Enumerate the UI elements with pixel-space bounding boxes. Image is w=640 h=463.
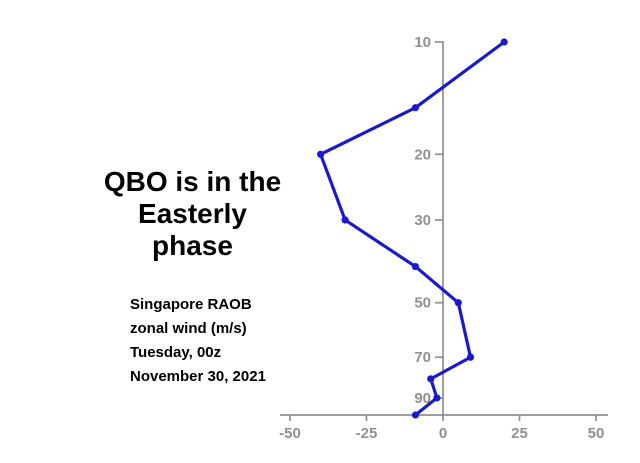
- data-point-marker: [317, 150, 325, 158]
- data-point-marker: [454, 299, 462, 307]
- y-tick-label: 90: [414, 390, 431, 407]
- slide-title-line-3: phase: [152, 230, 233, 261]
- data-point-marker: [411, 104, 420, 112]
- subtitle-day-time: Tuesday, 00z: [130, 344, 222, 361]
- x-tick-label: 50: [588, 425, 605, 442]
- slide-subtitle: Singapore RAOB zonal wind (m/s) Tuesday,…: [130, 293, 350, 389]
- data-point-marker: [411, 411, 420, 419]
- y-tick-label: 30: [414, 212, 431, 229]
- data-point-marker: [466, 353, 475, 361]
- slide-title-line-1: QBO is in the: [103, 166, 282, 197]
- subtitle-variable: zonal wind (m/s): [130, 320, 247, 337]
- data-point-marker: [500, 38, 508, 46]
- x-tick-label: 0: [439, 425, 447, 442]
- x-tick-label: -50: [279, 425, 301, 442]
- y-tick-label: 20: [414, 146, 431, 163]
- data-point-marker: [433, 394, 441, 402]
- y-tick-label: 50: [414, 295, 431, 312]
- y-tick-label: 70: [414, 349, 431, 366]
- slide-title: QBO is in the Easterly phase: [55, 166, 330, 262]
- wind-profile-line: [319, 40, 506, 417]
- data-point-marker: [427, 375, 435, 383]
- subtitle-source: Singapore RAOB: [130, 296, 252, 313]
- slide-title-line-2: Easterly: [138, 198, 247, 229]
- x-tick-label: -25: [356, 425, 378, 442]
- subtitle-date: November 30, 2021: [130, 368, 266, 385]
- y-tick-label: 10: [414, 34, 431, 51]
- data-point-marker: [411, 262, 420, 271]
- data-point-marker: [341, 216, 349, 224]
- x-tick-label: 25: [511, 425, 528, 442]
